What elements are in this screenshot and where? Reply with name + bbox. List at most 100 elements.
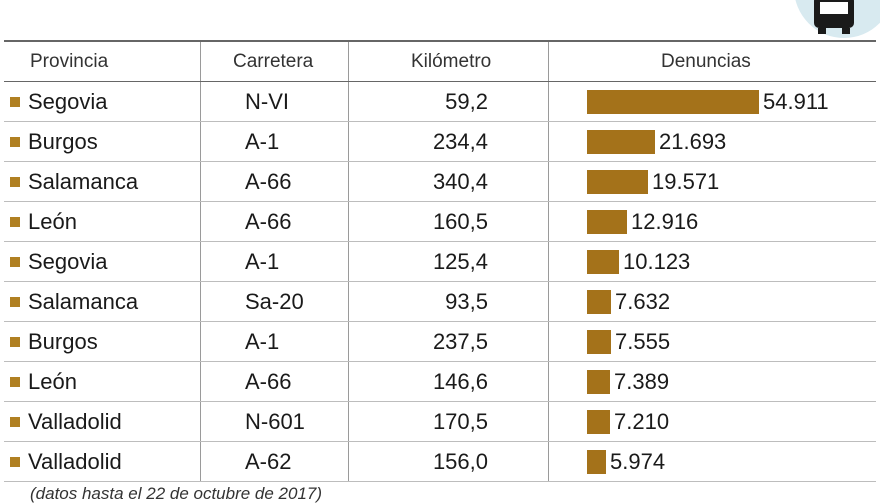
- table-row: León A-66 146,6 7.389: [4, 362, 876, 402]
- denuncias-bar: [587, 409, 610, 434]
- table-row: Salamanca A-66 340,4 19.571: [4, 162, 876, 202]
- cell-kilometro: 170,5: [348, 402, 548, 441]
- denuncias-value: 10.123: [623, 248, 691, 274]
- cell-provincia: León: [4, 362, 200, 401]
- denuncias-value: 7.632: [615, 288, 671, 314]
- cell-provincia: Burgos: [4, 322, 200, 361]
- vehicle-badge: [795, 0, 880, 38]
- cell-kilometro: 237,5: [348, 322, 548, 361]
- table-row: Valladolid N-601 170,5 7.210: [4, 402, 876, 442]
- cell-carretera: A-66: [200, 362, 348, 401]
- bullet-icon: [10, 256, 20, 267]
- denuncias-value: 7.389: [614, 368, 670, 394]
- denuncias-bar: [587, 209, 627, 234]
- bullet-icon: [10, 216, 20, 227]
- cell-kilometro: 160,5: [348, 202, 548, 241]
- provincia-label: Valladolid: [28, 448, 122, 474]
- denuncias-value: 7.555: [615, 328, 671, 354]
- cell-kilometro: 125,4: [348, 242, 548, 281]
- provincia-label: Segovia: [28, 248, 108, 274]
- cell-provincia: Valladolid: [4, 442, 200, 481]
- denuncias-bar: [587, 249, 619, 274]
- header-provincia: Provincia: [30, 50, 109, 72]
- cell-denuncias: 7.632: [548, 282, 876, 321]
- denuncias-bar: [587, 329, 611, 354]
- bullet-icon: [10, 376, 20, 387]
- denuncias-bar: [587, 129, 655, 154]
- cell-denuncias: 7.555: [548, 322, 876, 361]
- denuncias-value: 7.210: [614, 408, 670, 434]
- cell-denuncias: 12.916: [548, 202, 876, 241]
- bullet-icon: [10, 296, 20, 307]
- denuncias-bar: [587, 289, 611, 314]
- bullet-icon: [10, 336, 20, 347]
- table-header: Provincia Carretera Kilómetro Denuncias: [4, 40, 876, 82]
- cell-provincia: Burgos: [4, 122, 200, 161]
- denuncias-table: Provincia Carretera Kilómetro Denuncias …: [4, 40, 876, 482]
- provincia-label: León: [28, 368, 77, 394]
- table-row: Segovia N-VI 59,2 54.911: [4, 82, 876, 122]
- table-row: Burgos A-1 237,5 7.555: [4, 322, 876, 362]
- header-kilometro: Kilómetro: [348, 42, 548, 81]
- cell-kilometro: 156,0: [348, 442, 548, 481]
- cell-carretera: A-66: [200, 162, 348, 201]
- cell-denuncias: 7.210: [548, 402, 876, 441]
- bullet-icon: [10, 456, 20, 467]
- cell-carretera: A-1: [200, 122, 348, 161]
- cell-kilometro: 59,2: [348, 82, 548, 121]
- cell-provincia: León: [4, 202, 200, 241]
- denuncias-bar: [587, 449, 606, 474]
- table-body: Segovia N-VI 59,2 54.911 Burgos A-1 234,4 21.69…: [4, 82, 876, 482]
- cell-carretera: A-1: [200, 322, 348, 361]
- footnote: (datos hasta el 22 de octubre de 2017): [30, 484, 323, 503]
- denuncias-bar: [587, 369, 610, 394]
- table-row: Salamanca Sa-20 93,5 7.632: [4, 282, 876, 322]
- cell-provincia: Salamanca: [4, 282, 200, 321]
- denuncias-value: 21.693: [659, 128, 727, 154]
- cell-provincia: Segovia: [4, 242, 200, 281]
- table-row: Segovia A-1 125,4 10.123: [4, 242, 876, 282]
- cell-carretera: N-VI: [200, 82, 348, 121]
- table-row: Valladolid A-62 156,0 5.974: [4, 442, 876, 482]
- cell-provincia: Segovia: [4, 82, 200, 121]
- provincia-label: Segovia: [28, 88, 108, 114]
- truck-icon: [814, 0, 854, 34]
- cell-carretera: A-62: [200, 442, 348, 481]
- provincia-label: Salamanca: [28, 168, 139, 194]
- cell-denuncias: 5.974: [548, 442, 876, 481]
- header-carretera: Carretera: [200, 42, 348, 81]
- denuncias-value: 19.571: [652, 168, 720, 194]
- cell-carretera: A-1: [200, 242, 348, 281]
- bullet-icon: [10, 96, 20, 107]
- cell-denuncias: 19.571: [548, 162, 876, 201]
- denuncias-value: 5.974: [610, 448, 666, 474]
- cell-carretera: A-66: [200, 202, 348, 241]
- header-denuncias: Denuncias: [548, 42, 876, 81]
- denuncias-value: 12.916: [631, 208, 699, 234]
- cell-carretera: N-601: [200, 402, 348, 441]
- cell-kilometro: 146,6: [348, 362, 548, 401]
- table-row: León A-66 160,5 12.916: [4, 202, 876, 242]
- cell-kilometro: 93,5: [348, 282, 548, 321]
- denuncias-bar: [587, 89, 759, 114]
- denuncias-value: 54.911: [763, 88, 829, 114]
- cell-denuncias: 7.389: [548, 362, 876, 401]
- bullet-icon: [10, 136, 20, 147]
- provincia-label: León: [28, 208, 77, 234]
- provincia-label: Valladolid: [28, 408, 122, 434]
- bullet-icon: [10, 176, 20, 187]
- cell-provincia: Valladolid: [4, 402, 200, 441]
- provincia-label: Burgos: [28, 328, 98, 354]
- denuncias-bar: [587, 169, 648, 194]
- cell-carretera: Sa-20: [200, 282, 348, 321]
- cell-denuncias: 10.123: [548, 242, 876, 281]
- cell-kilometro: 340,4: [348, 162, 548, 201]
- cell-denuncias: 54.911: [548, 82, 876, 121]
- provincia-label: Burgos: [28, 128, 98, 154]
- cell-denuncias: 21.693: [548, 122, 876, 161]
- cell-provincia: Salamanca: [4, 162, 200, 201]
- bullet-icon: [10, 416, 20, 427]
- table-row: Burgos A-1 234,4 21.693: [4, 122, 876, 162]
- provincia-label: Salamanca: [28, 288, 139, 314]
- cell-kilometro: 234,4: [348, 122, 548, 161]
